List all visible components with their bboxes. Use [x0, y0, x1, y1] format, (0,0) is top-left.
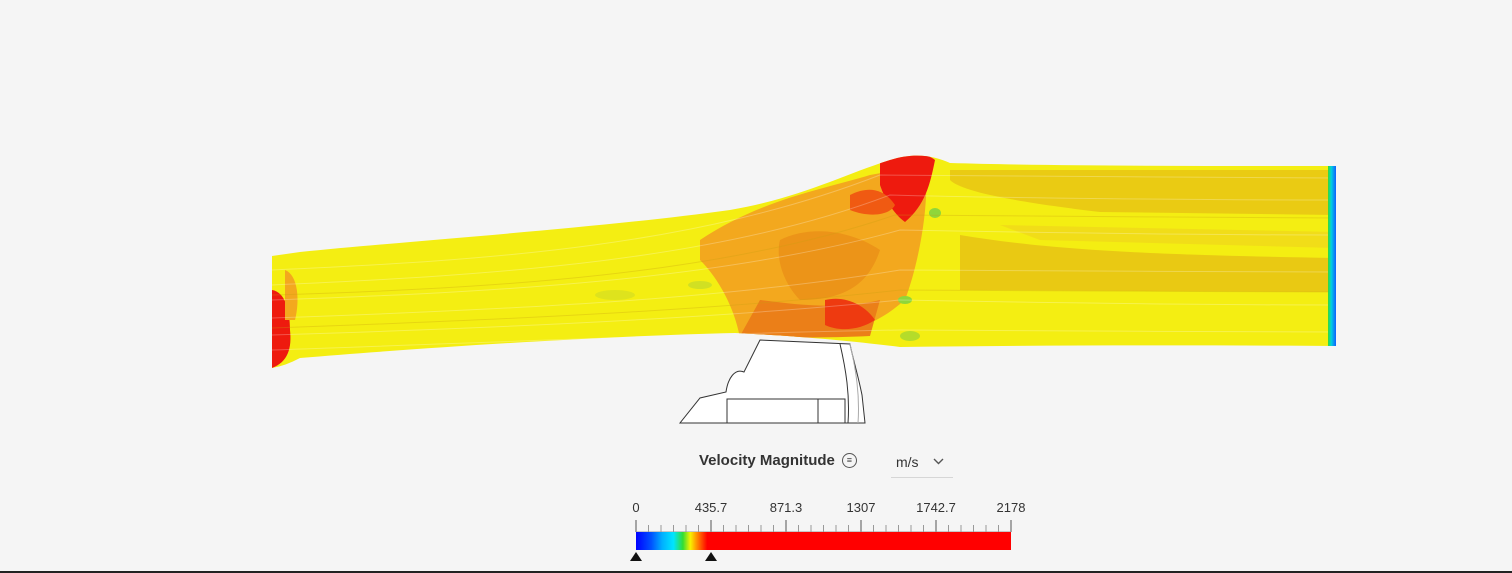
- tick-label: 435.7: [694, 500, 728, 515]
- tick-label: 1307: [846, 500, 876, 515]
- legend-tick-marks: [635, 520, 1012, 532]
- bottom-border: [0, 571, 1512, 573]
- upper-range-handle[interactable]: [705, 552, 718, 561]
- support-bracket: [678, 339, 866, 424]
- unit-dropdown[interactable]: m/s: [891, 446, 953, 478]
- hamburger-menu-icon[interactable]: ≡: [841, 452, 857, 468]
- legend-tick-labels: 0 435.7 871.3 1307 1742.7 2178: [0, 500, 1512, 516]
- legend-header: Velocity Magnitude ≡: [699, 448, 857, 472]
- 3d-viewport[interactable]: [0, 0, 1512, 440]
- tick-label: 1742.7: [916, 500, 956, 515]
- chevron-down-icon: [933, 458, 944, 465]
- tick-label: 871.3: [769, 500, 803, 515]
- lower-range-handle[interactable]: [630, 552, 642, 561]
- color-scale: [630, 520, 1012, 561]
- unit-value: m/s: [896, 453, 919, 470]
- tick-label: 0: [632, 500, 640, 515]
- tick-label: 2178: [996, 500, 1026, 515]
- colormap-bar: [636, 532, 1011, 550]
- legend-title: Velocity Magnitude: [699, 451, 835, 469]
